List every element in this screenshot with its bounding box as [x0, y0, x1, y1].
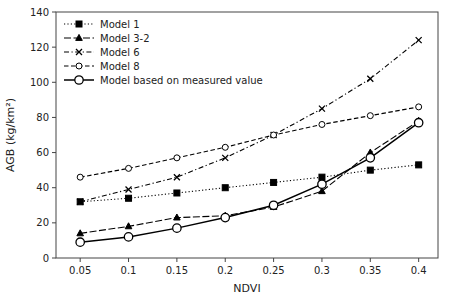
legend-marker	[76, 21, 82, 27]
data-point	[221, 213, 229, 221]
series-line	[80, 121, 418, 233]
data-point	[271, 132, 277, 138]
data-point	[416, 162, 422, 168]
x-tick	[80, 258, 81, 262]
legend-marker	[75, 76, 83, 84]
legend: Model 1 Model 3-2 Model 6 Model 8 Model base…	[64, 19, 263, 86]
y-tick-label: 80	[36, 112, 49, 123]
data-point	[125, 223, 132, 229]
data-point	[416, 104, 422, 110]
x-tick	[370, 258, 371, 262]
data-point	[366, 154, 374, 162]
x-tick	[273, 258, 274, 262]
y-tick	[52, 82, 56, 83]
plot-area	[76, 37, 423, 246]
x-tick-label: 0.15	[166, 265, 188, 276]
series-line	[80, 40, 418, 202]
data-point	[174, 174, 180, 180]
x-tick-label: 0.1	[121, 265, 137, 276]
data-point	[222, 185, 228, 191]
legend-marker	[76, 34, 83, 40]
y-tick-label: 0	[43, 253, 49, 264]
data-point	[174, 190, 180, 196]
data-point	[319, 121, 325, 127]
y-tick-label: 20	[36, 217, 49, 228]
chart: 0.05 0.1 0.15 0.2 0.25 0.3 0.35 0.4 NDVI 0 20 40 60 8…	[0, 0, 450, 300]
y-tick-label: 100	[30, 77, 49, 88]
data-point	[76, 238, 84, 246]
data-point	[77, 230, 84, 236]
data-point	[126, 195, 132, 201]
y-tick-label: 40	[36, 182, 49, 193]
x-tick-label: 0.3	[314, 265, 330, 276]
x-tick	[321, 258, 322, 262]
chart-container: 0.05 0.1 0.15 0.2 0.25 0.3 0.35 0.4 NDVI 0 20 40 60 8…	[0, 0, 450, 300]
y-tick	[52, 258, 56, 259]
data-point	[367, 113, 373, 119]
y-tick-label: 140	[30, 7, 49, 18]
legend-label: Model 1	[100, 19, 140, 30]
data-point	[126, 165, 132, 171]
data-point	[319, 174, 325, 180]
legend-label: Model 6	[100, 47, 140, 58]
data-point	[174, 155, 180, 161]
data-point	[222, 144, 228, 150]
data-point	[319, 106, 325, 112]
data-point	[222, 155, 228, 161]
legend-label: Model 3-2	[100, 33, 150, 44]
legend-marker	[76, 49, 82, 55]
legend-label: Model based on measured value	[100, 75, 263, 86]
x-tick-label: 0.05	[69, 265, 91, 276]
data-point	[174, 214, 181, 220]
data-point	[126, 186, 132, 192]
data-point	[367, 76, 373, 82]
series	[77, 162, 421, 205]
x-tick	[225, 258, 226, 262]
x-tick-label: 0.35	[359, 265, 381, 276]
series	[77, 37, 421, 205]
data-point	[416, 37, 422, 43]
y-tick-label: 60	[36, 147, 49, 158]
data-point	[77, 199, 83, 205]
series	[77, 104, 421, 180]
data-point	[367, 167, 373, 173]
x-tick-label: 0.4	[411, 265, 427, 276]
x-tick	[418, 258, 419, 262]
data-point	[271, 132, 277, 138]
y-tick	[52, 152, 56, 153]
series	[76, 119, 423, 247]
plot-frame	[56, 12, 438, 258]
data-point	[173, 224, 181, 232]
y-axis: 0 20 40 60 80 100 120 140	[30, 7, 56, 264]
x-tick	[176, 258, 177, 262]
x-tick-label: 0.25	[262, 265, 284, 276]
data-point	[77, 174, 83, 180]
data-point	[124, 233, 132, 241]
legend-label: Model 8	[100, 61, 140, 72]
legend-marker	[76, 63, 82, 69]
series-line	[80, 165, 418, 202]
y-tick	[52, 47, 56, 48]
x-tick	[128, 258, 129, 262]
y-tick	[52, 12, 56, 13]
series-line	[80, 123, 418, 242]
data-point	[269, 201, 277, 209]
y-tick-label: 120	[30, 42, 49, 53]
x-axis: 0.05 0.1 0.15 0.2 0.25 0.3 0.35 0.4	[69, 258, 427, 276]
x-tick-label: 0.2	[217, 265, 233, 276]
y-axis-label: AGB (kg/km²)	[4, 98, 17, 172]
y-tick	[52, 117, 56, 118]
x-axis-label: NDVI	[233, 282, 260, 295]
data-point	[271, 179, 277, 185]
series-line	[80, 107, 418, 177]
data-point	[318, 180, 326, 188]
y-tick	[52, 187, 56, 188]
y-tick	[52, 222, 56, 223]
series	[77, 117, 422, 235]
data-point	[414, 119, 422, 127]
